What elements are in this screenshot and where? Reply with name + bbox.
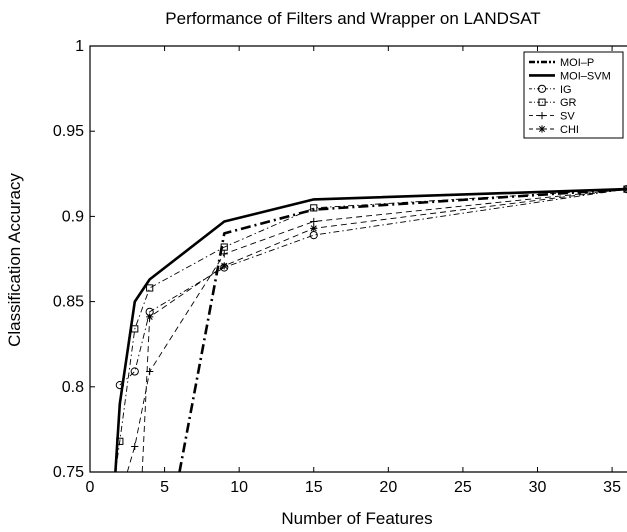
series-line-gr [114, 188, 627, 473]
data-point-gr [220, 243, 228, 251]
data-point-gr [310, 204, 318, 212]
legend-label-gr: GR [560, 97, 577, 109]
series-line-sv [126, 188, 627, 473]
legend-marker-ig [537, 84, 547, 93]
data-point-gr [116, 437, 124, 445]
series-line-moi-p [178, 187, 627, 473]
y-tick-label: 0.8 [62, 379, 84, 396]
x-tick-label: 10 [230, 479, 248, 496]
y-tick-label: 0.75 [53, 464, 84, 481]
series-line-chi [141, 188, 627, 473]
x-tick-label: 15 [305, 479, 323, 496]
legend-label-sv: SV [560, 111, 575, 123]
data-point-sv [220, 250, 228, 258]
axes: 0 5 10 15 20 25 30 35 0.75 0.8 0.85 0.9 0.95 1 [53, 38, 627, 496]
data-point-gr [146, 284, 154, 292]
data-point-gr [131, 325, 139, 333]
data-point-chi [146, 313, 154, 321]
y-tick-label: 0.85 [53, 294, 84, 311]
legend-marker-gr [538, 98, 546, 106]
y-tick-label: 0.95 [53, 123, 84, 140]
y-tick-label: 1 [75, 38, 84, 55]
series-line-ig [119, 188, 627, 386]
data-point-chi [220, 262, 228, 270]
plot-area [114, 185, 627, 473]
legend-label-ig: IG [560, 84, 572, 96]
legend-label-moi-svm: MOI–SVM [560, 70, 611, 82]
plot-frame [89, 45, 627, 473]
x-tick-label: 30 [529, 479, 547, 496]
y-tick-label: 0.9 [62, 208, 84, 225]
series-line-moi-svm [114, 187, 627, 473]
legend-box [523, 51, 624, 139]
data-point-chi [310, 224, 318, 232]
y-axis-label: Classification Accuracy [5, 173, 24, 347]
legend-label-moi-p: MOI–P [560, 57, 594, 69]
data-point-sv [131, 442, 139, 451]
x-tick-label: 35 [603, 479, 621, 496]
x-axis-label: Number of Features [281, 509, 432, 528]
x-tick-label: 25 [454, 479, 472, 496]
data-point-sv [310, 217, 318, 226]
chart-title: Performance of Filters and Wrapper on LA… [165, 9, 540, 28]
legend-marker-sv [538, 112, 546, 120]
data-point-ig [130, 367, 139, 376]
x-tick-label: 20 [379, 479, 397, 496]
data-point-ig [115, 380, 124, 390]
legend-marker-chi [538, 125, 546, 133]
x-tick-label: 5 [160, 479, 169, 496]
x-tick-label: 0 [86, 479, 95, 496]
legend-label-chi: CHI [560, 124, 579, 136]
